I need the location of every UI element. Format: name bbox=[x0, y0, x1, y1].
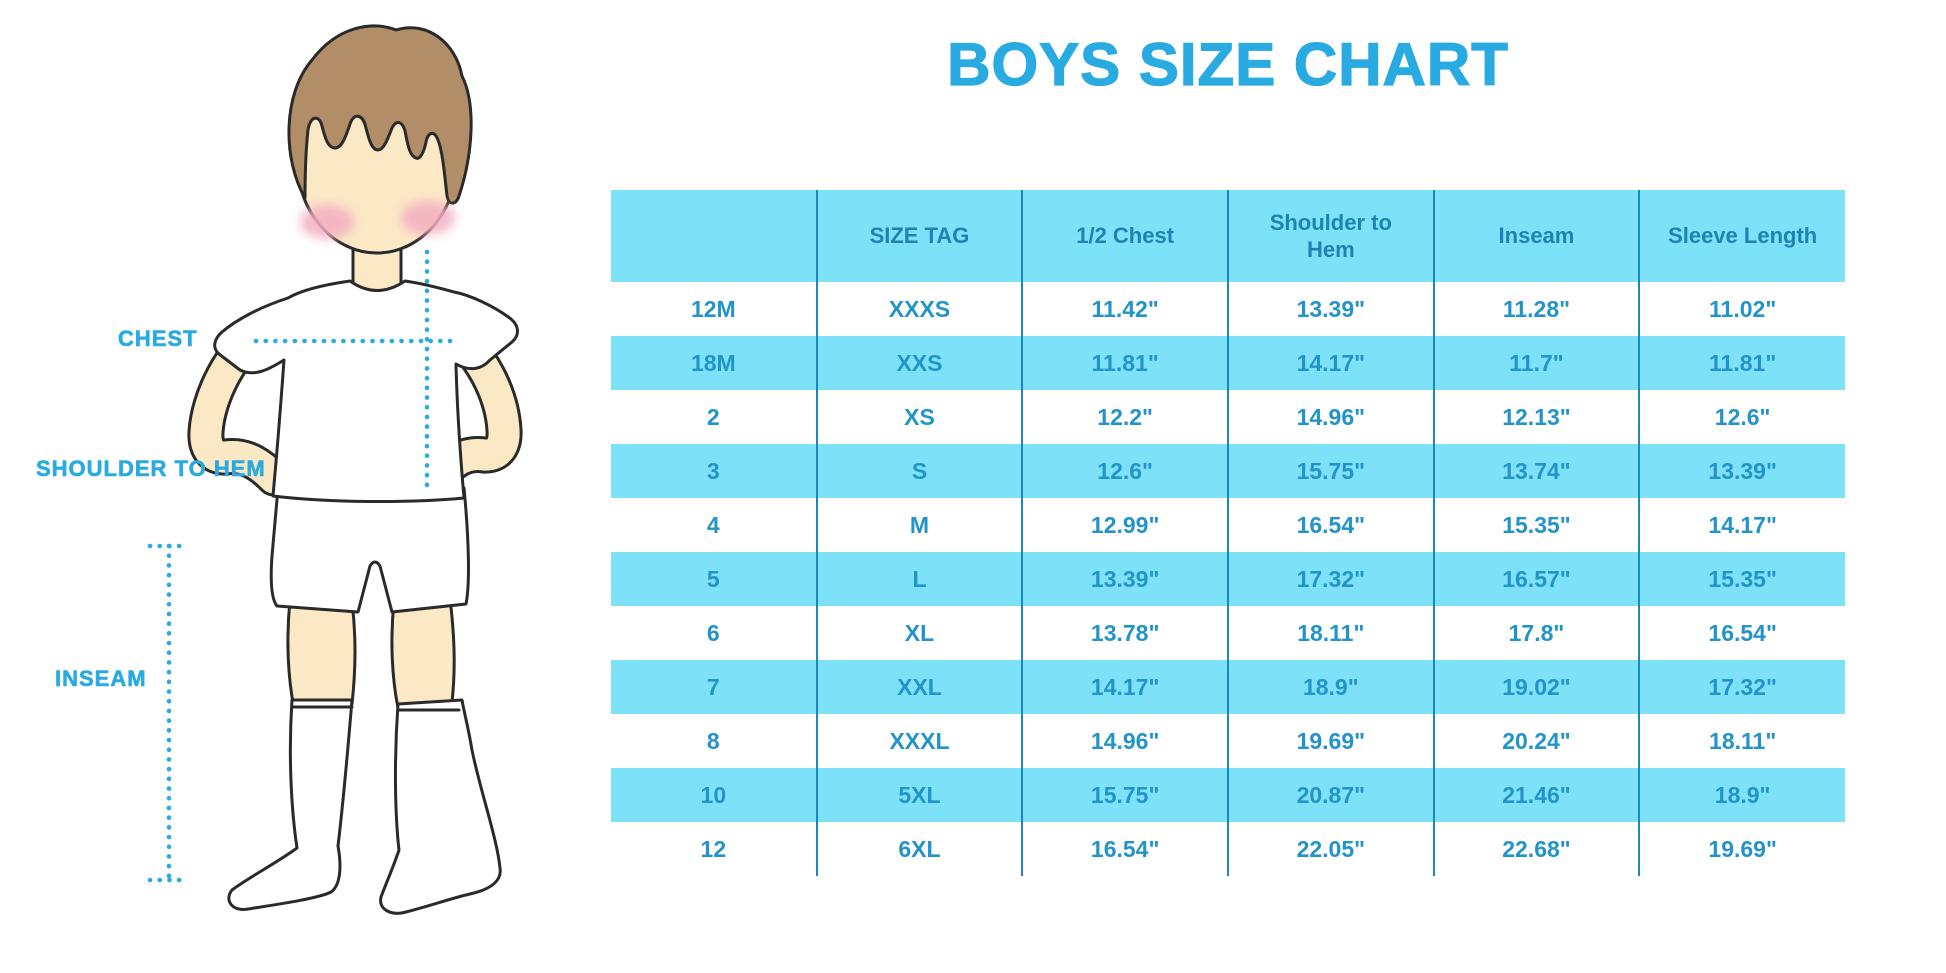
table-cell: 12.13" bbox=[1432, 390, 1640, 444]
table-cell: 20.24" bbox=[1432, 714, 1640, 768]
column-header: Sleeve Length bbox=[1638, 190, 1845, 282]
column-header bbox=[611, 190, 817, 282]
boy-socks bbox=[227, 698, 502, 915]
table-cell: 11.02" bbox=[1638, 282, 1845, 336]
table-cell: 14.96" bbox=[1021, 714, 1228, 768]
table-row: 7 XXL 14.17" 18.9" 19.02" 17.32" bbox=[611, 660, 1845, 714]
table-cell: 11.81" bbox=[1021, 336, 1228, 390]
table-cell: 8 bbox=[706, 727, 720, 754]
table-cell: 16.54" bbox=[1226, 498, 1434, 552]
boy-hair bbox=[287, 24, 473, 205]
table-cell: 12.2" bbox=[1021, 390, 1228, 444]
boy-shorts bbox=[269, 486, 470, 614]
table-cell: 12.99" bbox=[1021, 498, 1228, 552]
table-cell: 14.17" bbox=[1226, 336, 1434, 390]
boy-illustration bbox=[147, 24, 523, 915]
table-cell: 12.6" bbox=[1638, 390, 1845, 444]
table-cell: XXXL bbox=[815, 714, 1023, 768]
table-cell: L bbox=[815, 552, 1023, 606]
table-row: 12 6XL 16.54" 22.05" 22.68" 19.69" bbox=[611, 822, 1845, 876]
table-row: 18M XXS 11.81" 14.17" 11.7" 11.81" bbox=[611, 336, 1845, 390]
table-row: 12M XXXS 11.42" 13.39" 11.28" 11.02" bbox=[611, 282, 1845, 336]
table-cell: 15.75" bbox=[1226, 444, 1434, 498]
table-cell: 12M bbox=[690, 295, 736, 322]
table-row: 2 XS 12.2" 14.96" 12.13" 12.6" bbox=[611, 390, 1845, 444]
shoulder-to-hem-measurement-label: SHOULDER TO HEM bbox=[36, 456, 266, 482]
table-cell: 6XL bbox=[815, 822, 1023, 876]
table-cell: 15.75" bbox=[1021, 768, 1228, 822]
table-cell: 12 bbox=[700, 835, 727, 862]
table-cell: 13.74" bbox=[1432, 444, 1640, 498]
table-cell: 11.42" bbox=[1021, 282, 1228, 336]
table-cell: 12.6" bbox=[1021, 444, 1228, 498]
boy-legs bbox=[286, 596, 456, 710]
table-cell: 13.39" bbox=[1226, 282, 1434, 336]
table-row: 4 M 12.99" 16.54" 15.35" 14.17" bbox=[611, 498, 1845, 552]
column-header: Shoulder to Hem bbox=[1226, 190, 1434, 282]
table-cell: 7 bbox=[611, 660, 817, 714]
table-cell: M bbox=[815, 498, 1023, 552]
table-cell: 13.78" bbox=[1021, 606, 1228, 660]
table-cell: 21.46" bbox=[1432, 768, 1640, 822]
table-cell: 3 bbox=[611, 444, 817, 498]
table-cell: 17.32" bbox=[1226, 552, 1434, 606]
table-cell: 13.39" bbox=[1021, 552, 1228, 606]
table-cell: 18.11" bbox=[1226, 606, 1434, 660]
size-table-body: 12M XXXS 11.42" 13.39" 11.28" 11.02" 18M XXS 11.… bbox=[611, 282, 1845, 876]
table-cell: 14.96" bbox=[1226, 390, 1434, 444]
header-row: SIZE TAG 1/2 Chest Shoulder to Hem Inseam Sl… bbox=[611, 190, 1845, 282]
table-cell: 15.35" bbox=[1432, 498, 1640, 552]
table-row: 10 5XL 15.75" 20.87" 21.46" 18.9" bbox=[611, 768, 1845, 822]
table-cell: 13.39" bbox=[1638, 444, 1845, 498]
table-cell: 16.54" bbox=[1638, 606, 1845, 660]
table-cell: 5 bbox=[611, 552, 817, 606]
table-cell: 10 bbox=[611, 768, 817, 822]
table-cell: 11.7" bbox=[1432, 336, 1640, 390]
table-cell: 4 bbox=[706, 511, 720, 538]
boy-cheeks bbox=[300, 201, 455, 239]
table-cell: 14.17" bbox=[1638, 498, 1845, 552]
column-header: SIZE TAG bbox=[815, 190, 1023, 282]
table-cell: 6 bbox=[706, 619, 720, 646]
column-header: 1/2 Chest bbox=[1021, 190, 1228, 282]
table-cell: 2 bbox=[706, 403, 720, 430]
table-row: 5 L 13.39" 17.32" 16.57" 15.35" bbox=[611, 552, 1845, 606]
boy-tshirt bbox=[213, 279, 519, 504]
size-table-header: SIZE TAG 1/2 Chest Shoulder to Hem Inseam Sl… bbox=[611, 190, 1845, 282]
table-cell: 18M bbox=[611, 336, 817, 390]
table-cell: 22.68" bbox=[1432, 822, 1640, 876]
size-table: SIZE TAG 1/2 Chest Shoulder to Hem Inseam Sl… bbox=[611, 190, 1845, 876]
table-cell: 16.54" bbox=[1021, 822, 1228, 876]
table-cell: 15.35" bbox=[1638, 552, 1845, 606]
table-cell: 18.9" bbox=[1226, 660, 1434, 714]
page-title: BOYS SIZE CHART bbox=[946, 30, 1509, 98]
table-cell: 17.8" bbox=[1432, 606, 1640, 660]
table-cell: 18.9" bbox=[1638, 768, 1845, 822]
table-cell: 14.17" bbox=[1021, 660, 1228, 714]
table-cell: 20.87" bbox=[1226, 768, 1434, 822]
table-cell: 19.69" bbox=[1226, 714, 1434, 768]
table-cell: 19.02" bbox=[1432, 660, 1640, 714]
table-cell: XL bbox=[815, 606, 1023, 660]
table-cell: 19.69" bbox=[1638, 822, 1845, 876]
table-cell: S bbox=[815, 444, 1023, 498]
table-row: 6 XL 13.78" 18.11" 17.8" 16.54" bbox=[611, 606, 1845, 660]
chest-measurement-label: CHEST bbox=[118, 326, 198, 352]
table-cell: 16.57" bbox=[1432, 552, 1640, 606]
inseam-measurement-label: INSEAM bbox=[55, 666, 147, 692]
table-cell: 17.32" bbox=[1638, 660, 1845, 714]
table-cell: 11.28" bbox=[1432, 282, 1640, 336]
table-cell: XXS bbox=[815, 336, 1023, 390]
table-cell: 5XL bbox=[815, 768, 1023, 822]
table-cell: 22.05" bbox=[1226, 822, 1434, 876]
table-cell: XXL bbox=[815, 660, 1023, 714]
table-cell: XXXS bbox=[815, 282, 1023, 336]
table-row: 3 S 12.6" 15.75" 13.74" 13.39" bbox=[611, 444, 1845, 498]
column-header: Inseam bbox=[1432, 190, 1640, 282]
table-cell: XS bbox=[815, 390, 1023, 444]
table-row: 8 XXXL 14.96" 19.69" 20.24" 18.11" bbox=[611, 714, 1845, 768]
table-cell: 11.81" bbox=[1638, 336, 1845, 390]
table-cell: 18.11" bbox=[1638, 714, 1845, 768]
